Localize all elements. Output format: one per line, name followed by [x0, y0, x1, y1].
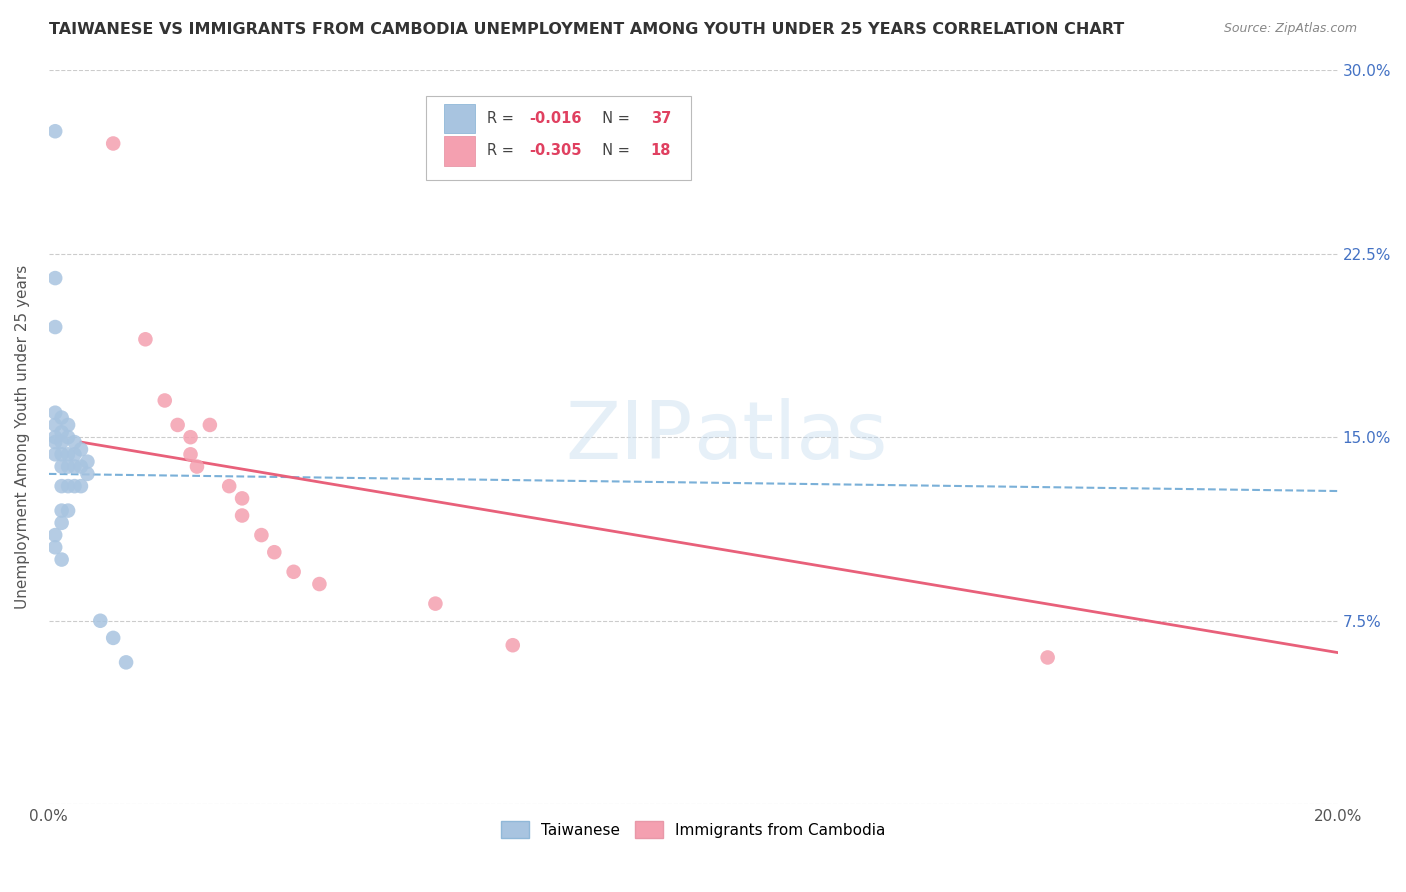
Point: [56, 447, 79, 461]
Point: [56, 503, 79, 517]
Text: TAIWANESE VS IMMIGRANTS FROM CAMBODIA UNEMPLOYMENT AMONG YOUTH UNDER 25 YEARS CO: TAIWANESE VS IMMIGRANTS FROM CAMBODIA UN…: [49, 22, 1125, 37]
Point: [231, 508, 253, 523]
Point: [44, 447, 66, 461]
Point: [44, 320, 66, 334]
Point: [56, 459, 79, 474]
Point: [44, 417, 66, 432]
Legend: Taiwanese, Immigrants from Cambodia: Taiwanese, Immigrants from Cambodia: [495, 814, 891, 845]
Y-axis label: Unemployment Among Youth under 25 years: Unemployment Among Youth under 25 years: [15, 265, 30, 609]
Point: [51, 459, 73, 474]
Point: [186, 459, 208, 474]
Text: Source: ZipAtlas.com: Source: ZipAtlas.com: [1223, 22, 1357, 36]
Point: [115, 656, 138, 670]
Point: [153, 393, 176, 408]
Point: [51, 425, 73, 440]
FancyBboxPatch shape: [444, 103, 475, 133]
Point: [502, 638, 524, 652]
Point: [51, 410, 73, 425]
Text: N =: N =: [593, 111, 634, 126]
Point: [51, 479, 73, 493]
Point: [63, 447, 86, 461]
Point: [51, 503, 73, 517]
Text: R =: R =: [486, 111, 519, 126]
Point: [56, 417, 79, 432]
Point: [180, 447, 202, 461]
Text: N =: N =: [593, 144, 634, 158]
Text: 37: 37: [651, 111, 671, 126]
Text: R =: R =: [486, 144, 519, 158]
Point: [70, 459, 93, 474]
Point: [166, 417, 188, 432]
Point: [76, 455, 98, 469]
Point: [44, 406, 66, 420]
Point: [103, 631, 125, 645]
Point: [425, 597, 447, 611]
Text: atlas: atlas: [693, 398, 887, 476]
Point: [1036, 650, 1059, 665]
Text: -0.305: -0.305: [530, 144, 582, 158]
Point: [63, 435, 86, 450]
Text: ZIP: ZIP: [565, 398, 693, 476]
Point: [263, 545, 285, 559]
Point: [180, 430, 202, 444]
Point: [308, 577, 330, 591]
Point: [44, 124, 66, 138]
Point: [44, 541, 66, 555]
Point: [51, 552, 73, 566]
Point: [134, 332, 156, 346]
Point: [89, 614, 111, 628]
Point: [218, 479, 240, 493]
Point: [51, 516, 73, 530]
Point: [44, 528, 66, 542]
Point: [283, 565, 305, 579]
Point: [231, 491, 253, 506]
Point: [76, 467, 98, 481]
Point: [56, 479, 79, 493]
Point: [44, 271, 66, 285]
FancyBboxPatch shape: [444, 136, 475, 166]
Point: [56, 430, 79, 444]
Point: [51, 435, 73, 450]
FancyBboxPatch shape: [426, 95, 690, 180]
Point: [103, 136, 125, 151]
Point: [51, 447, 73, 461]
Point: [70, 479, 93, 493]
Point: [63, 479, 86, 493]
Text: -0.016: -0.016: [530, 111, 582, 126]
Point: [250, 528, 273, 542]
Point: [70, 442, 93, 457]
Text: 18: 18: [651, 144, 671, 158]
Point: [63, 459, 86, 474]
Point: [198, 417, 221, 432]
Point: [44, 435, 66, 450]
Point: [44, 430, 66, 444]
